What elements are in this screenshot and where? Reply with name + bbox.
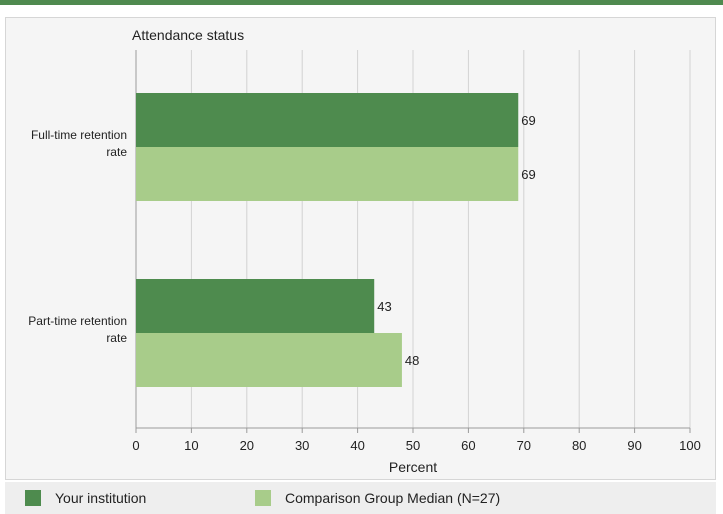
category-label-group: Full-time retention rate Part-time retenti… — [28, 128, 127, 345]
x-tick-group: 0 10 20 30 40 50 60 70 80 90 100 — [132, 428, 701, 453]
x-tick-label: 0 — [132, 438, 139, 453]
data-label: 43 — [377, 299, 391, 314]
bar — [136, 147, 519, 201]
bar-group — [136, 93, 519, 387]
bar — [136, 93, 519, 147]
legend: Your institution Comparison Group Median… — [5, 482, 716, 514]
legend-label-comparison-group: Comparison Group Median (N=27) — [285, 490, 501, 506]
legend-label-your-institution: Your institution — [55, 490, 147, 506]
x-tick-label: 10 — [184, 438, 198, 453]
legend-item-comparison-group: Comparison Group Median (N=27) — [255, 482, 500, 514]
x-tick-label: 30 — [295, 438, 309, 453]
data-label: 69 — [521, 113, 535, 128]
legend-item-your-institution: Your institution — [25, 482, 146, 514]
x-tick-label: 50 — [406, 438, 420, 453]
legend-swatch-comparison-group — [255, 490, 271, 506]
top-accent-bar — [0, 0, 723, 5]
legend-swatch-your-institution — [25, 490, 41, 506]
x-tick-label: 100 — [679, 438, 701, 453]
x-axis-label: Percent — [389, 459, 437, 475]
chart-title: Attendance status — [132, 27, 244, 43]
category-label: Full-time retention rate — [31, 128, 127, 159]
x-tick-label: 40 — [350, 438, 364, 453]
data-label: 69 — [521, 167, 535, 182]
bar — [136, 333, 402, 387]
x-tick-label: 70 — [517, 438, 531, 453]
x-tick-label: 20 — [240, 438, 254, 453]
bar — [136, 279, 375, 333]
x-tick-label: 60 — [461, 438, 475, 453]
data-label-group: 69 69 43 48 — [377, 113, 536, 368]
data-label: 48 — [405, 353, 419, 368]
x-tick-label: 80 — [572, 438, 586, 453]
category-label: Part-time retention rate — [28, 314, 127, 345]
x-tick-label: 90 — [627, 438, 641, 453]
